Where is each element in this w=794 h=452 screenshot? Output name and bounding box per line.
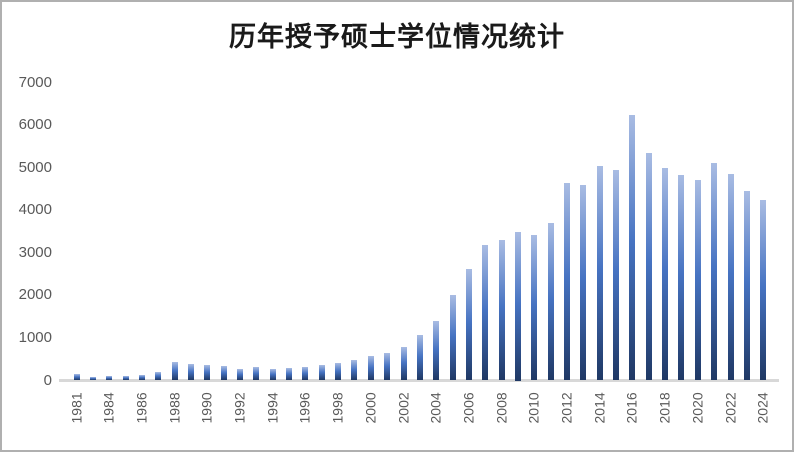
bar-2001 <box>384 353 391 381</box>
bar-2023 <box>743 191 750 381</box>
bar-2022 <box>727 173 734 381</box>
bar-2019 <box>678 175 685 381</box>
x-tick-label-1988: 1988 <box>166 391 183 423</box>
bar-2009 <box>514 231 521 381</box>
x-tick-label-2004: 2004 <box>427 391 444 423</box>
bar-1983 <box>89 377 96 381</box>
bar-1998 <box>335 363 342 381</box>
y-tick-label: 0 <box>43 371 52 389</box>
bar-1995 <box>286 367 293 381</box>
bar-1989 <box>187 364 194 381</box>
bar-1986 <box>138 374 145 381</box>
x-tick-label-2014: 2014 <box>591 391 608 423</box>
x-tick-label-1981: 1981 <box>68 391 84 423</box>
bar-1984 <box>106 376 113 381</box>
bar-2016 <box>629 115 636 381</box>
bar-1997 <box>318 364 325 381</box>
x-tick-label-1992: 1992 <box>231 391 248 423</box>
bar-2000 <box>367 355 374 381</box>
bar-2020 <box>694 180 701 381</box>
bar-2011 <box>547 222 554 381</box>
y-tick-label: 1000 <box>18 328 52 346</box>
bar-1992 <box>237 369 243 381</box>
bar-1994 <box>269 369 276 381</box>
bar-2021 <box>711 162 718 381</box>
y-tick-label: 2000 <box>18 286 52 304</box>
bar-2002 <box>400 346 407 381</box>
y-tick-label: 7000 <box>18 73 52 91</box>
bar-2006 <box>465 268 472 381</box>
bar-2013 <box>580 185 587 381</box>
x-tick-label-2016: 2016 <box>623 391 640 423</box>
bar-1993 <box>253 366 260 381</box>
bar-2012 <box>564 183 570 381</box>
bar-2018 <box>662 168 669 381</box>
x-axis-line <box>59 379 779 382</box>
x-tick-label-2000: 2000 <box>362 391 379 423</box>
x-tick-label-1986: 1986 <box>133 391 150 423</box>
x-tick-label-1996: 1996 <box>296 391 313 423</box>
bar-1999 <box>351 359 358 381</box>
x-tick-label-1998: 1998 <box>329 391 346 423</box>
x-tick-label-2012: 2012 <box>558 391 575 423</box>
y-tick-label: 6000 <box>18 116 52 134</box>
y-tick-label: 5000 <box>18 158 52 176</box>
bar-2017 <box>645 153 652 381</box>
bar-1988 <box>171 362 178 381</box>
bar-2007 <box>482 245 489 381</box>
y-tick-label: 4000 <box>18 201 52 219</box>
bar-2008 <box>498 240 505 381</box>
x-tick-label-2020: 2020 <box>689 391 706 423</box>
x-tick-label-2010: 2010 <box>525 391 542 423</box>
x-tick-label-2008: 2008 <box>493 391 510 423</box>
bar-2014 <box>596 166 603 381</box>
x-tick-label-2024: 2024 <box>754 391 771 423</box>
x-tick-label-2006: 2006 <box>460 391 477 423</box>
bar-2024 <box>760 200 767 381</box>
x-tick-label-1990: 1990 <box>198 391 215 423</box>
x-tick-label-1994: 1994 <box>264 391 281 423</box>
bar-1990 <box>204 365 211 381</box>
bar-2003 <box>416 334 423 381</box>
bar-2005 <box>449 294 456 381</box>
bar-1991 <box>220 366 227 381</box>
bar-1996 <box>302 366 309 381</box>
bar-2015 <box>613 170 620 381</box>
bar-2010 <box>531 234 538 381</box>
bar-1987 <box>155 371 162 381</box>
x-tick-label-2002: 2002 <box>395 391 411 423</box>
x-tick-label-1984: 1984 <box>100 391 117 423</box>
bar-2004 <box>433 321 440 381</box>
x-tick-label-2018: 2018 <box>656 391 673 423</box>
y-tick-label: 3000 <box>18 243 52 261</box>
bar-1985 <box>122 375 129 381</box>
bar-1981 <box>73 373 80 381</box>
chart-title: 历年授予硕士学位情况统计 <box>229 22 565 53</box>
x-tick-label-2022: 2022 <box>722 391 738 423</box>
